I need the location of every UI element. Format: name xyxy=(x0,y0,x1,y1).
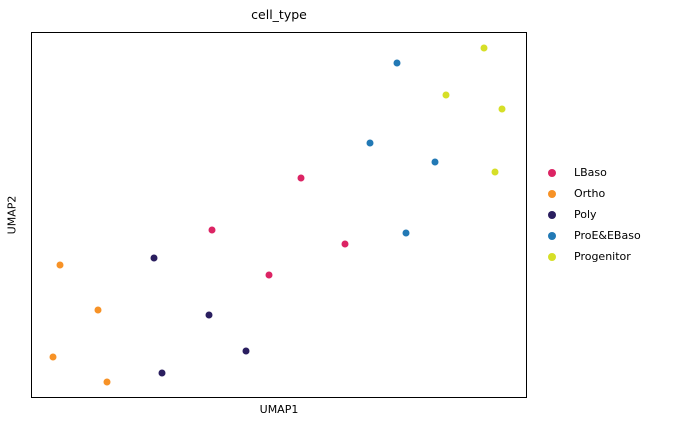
scatter-point xyxy=(366,139,374,147)
legend-swatch-icon xyxy=(548,210,556,219)
legend: LBaso Ortho Poly ProE&EBaso Progenitor xyxy=(541,162,641,267)
legend-entry: Progenitor xyxy=(541,246,641,267)
scatter-point xyxy=(297,174,305,182)
legend-label: Progenitor xyxy=(574,250,631,263)
scatter-point xyxy=(265,271,273,279)
legend-swatch-icon xyxy=(548,231,556,240)
scatter-point xyxy=(431,158,439,166)
legend-entry: ProE&EBaso xyxy=(541,225,641,246)
legend-entry: LBaso xyxy=(541,162,641,183)
legend-swatch-icon xyxy=(548,252,556,261)
scatter-point xyxy=(208,226,216,234)
scatter-point xyxy=(491,168,499,176)
scatter-point xyxy=(103,378,111,386)
scatter-point xyxy=(402,229,410,237)
scatter-point xyxy=(498,105,506,113)
scatter-point xyxy=(242,347,250,355)
x-axis-label: UMAP1 xyxy=(259,403,299,416)
scatter-point xyxy=(158,369,166,377)
legend-swatch-icon xyxy=(548,189,556,198)
plot-area xyxy=(31,32,527,398)
legend-label: LBaso xyxy=(574,166,607,179)
scatter-point xyxy=(49,353,57,361)
chart-title: cell_type xyxy=(251,7,307,22)
scatter-point xyxy=(393,59,401,67)
scatter-point xyxy=(94,306,102,314)
legend-swatch-icon xyxy=(548,168,556,177)
scatter-point xyxy=(205,311,213,319)
scatter-point xyxy=(56,261,64,269)
scatter-point xyxy=(150,254,158,262)
scatter-point xyxy=(341,240,349,248)
legend-entry: Poly xyxy=(541,204,641,225)
y-axis-label: UMAP2 xyxy=(5,195,19,235)
legend-entry: Ortho xyxy=(541,183,641,204)
legend-label: Poly xyxy=(574,208,597,221)
legend-label: Ortho xyxy=(574,187,606,200)
scatter-point xyxy=(480,44,488,52)
scatter-point xyxy=(442,91,450,99)
legend-label: ProE&EBaso xyxy=(574,229,641,242)
